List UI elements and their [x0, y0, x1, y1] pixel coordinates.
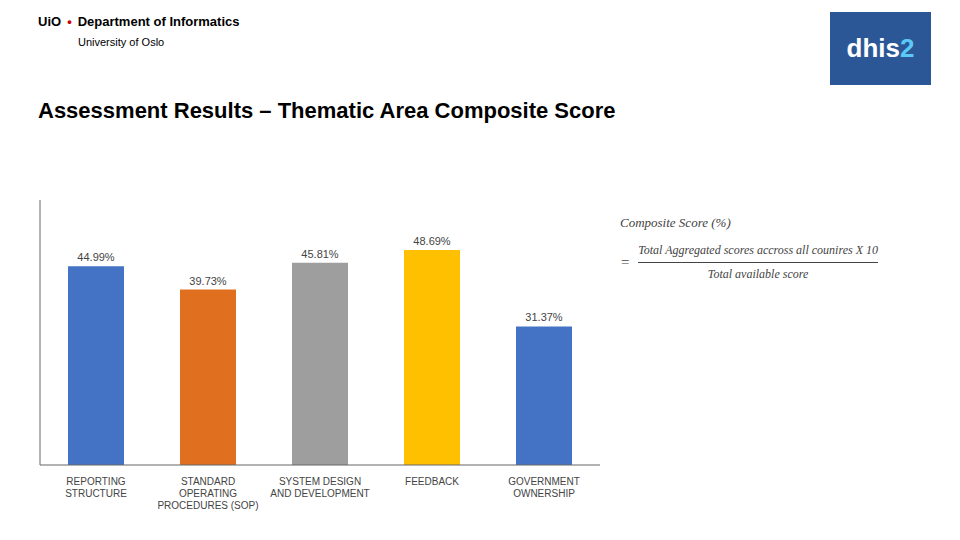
html-text:Composite Score (%): Composite Score (%): [620, 215, 731, 230]
html-text:University of Oslo: University of Oslo: [78, 36, 165, 48]
svg-text:FEEDBACK: FEEDBACK: [405, 476, 459, 487]
html-text:Total Aggregated scores accros: Total Aggregated scores accross all coun…: [638, 243, 878, 257]
svg-text:44.99%: 44.99%: [77, 251, 115, 263]
html-text:UiO • Department of Informatic: UiO • Department of Informatics: [38, 14, 240, 29]
svg-text:31.37%: 31.37%: [525, 311, 563, 323]
html-text:dhis 2: dhis 2: [846, 33, 915, 63]
svg-text:SYSTEM DESIGNAND DEVELOPMENT: SYSTEM DESIGNAND DEVELOPMENT: [270, 476, 369, 499]
svg-text:REPORTINGSTRUCTURE: REPORTINGSTRUCTURE: [65, 476, 127, 499]
svg-text:GOVERNMENTOWNERSHIP: GOVERNMENTOWNERSHIP: [508, 476, 580, 499]
html-text:Total available score: Total available score: [707, 267, 809, 281]
svg-text:STANDARDOPERATINGPROCEDURES (S: STANDARDOPERATINGPROCEDURES (SOP): [157, 476, 258, 511]
svg-text:39.73%: 39.73%: [189, 275, 227, 287]
svg-text:48.69%: 48.69%: [413, 235, 451, 247]
svg-text:45.81%: 45.81%: [301, 248, 339, 260]
html-text:Assessment Results – Thematic: Assessment Results – Thematic Area Compo…: [38, 98, 616, 123]
